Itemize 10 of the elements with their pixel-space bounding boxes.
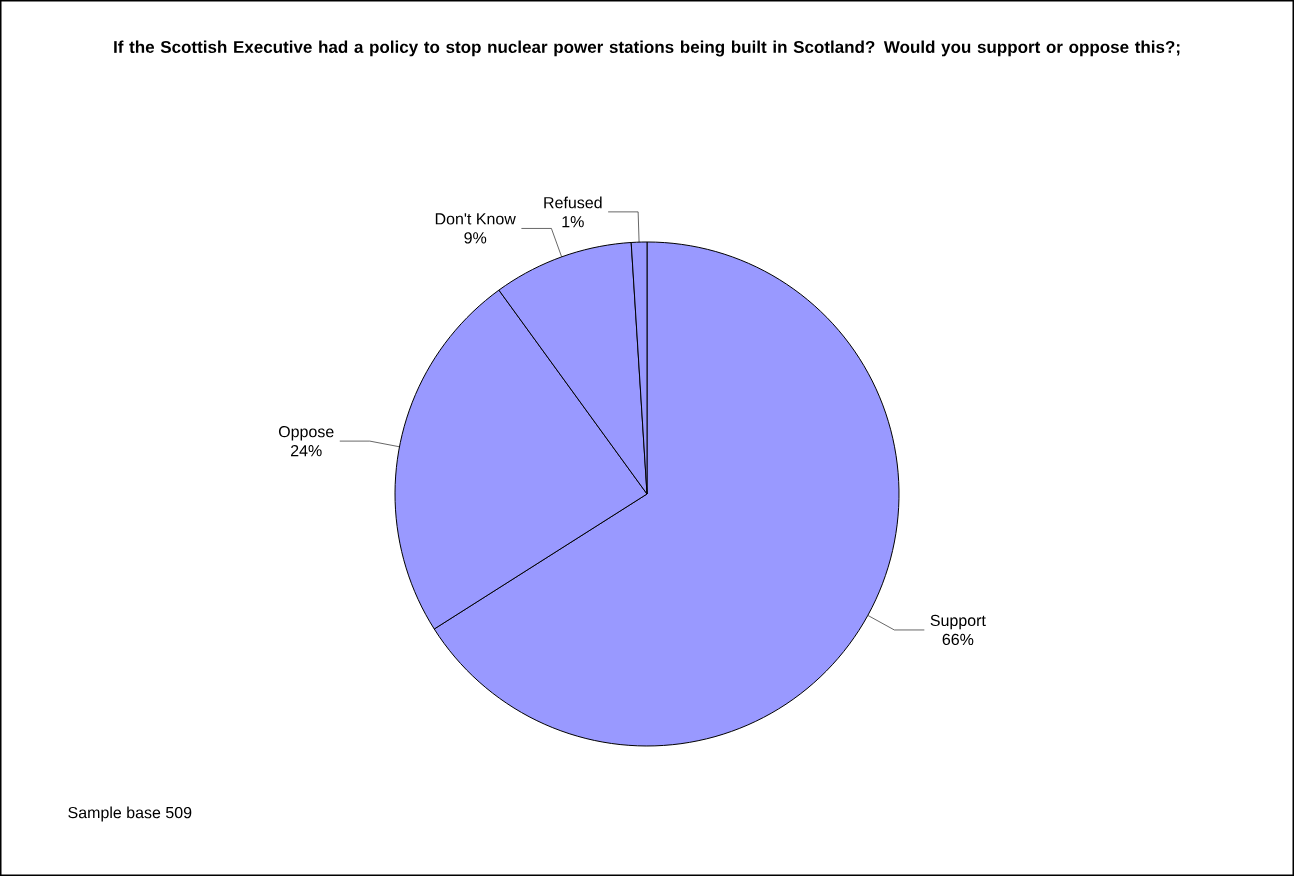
chart-title: If the Scottish Executive had a policy to stop nuclear power stations being built in Scotland? Would you support or oppose this?; (114, 40, 1180, 57)
slice-label: Don't Know (435, 213, 516, 225)
data-label: 9% (464, 232, 487, 244)
text: Sample base 509 (68, 806, 192, 822)
data-label: 1% (562, 216, 584, 228)
slice-label: Refused (544, 196, 602, 209)
slice-label: Oppose (278, 425, 334, 441)
data-label: 24% (291, 444, 322, 457)
slice-label: Support (930, 614, 986, 630)
data-label: 66% (942, 633, 974, 646)
